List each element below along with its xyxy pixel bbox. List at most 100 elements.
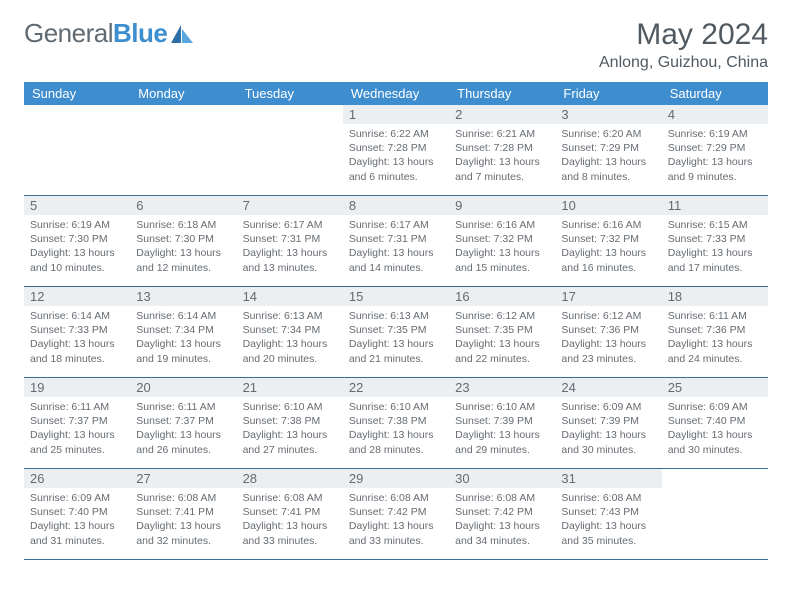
day-body: Sunrise: 6:09 AMSunset: 7:40 PMDaylight:…	[24, 488, 130, 554]
day-number: 21	[237, 378, 343, 397]
day-number: 12	[24, 287, 130, 306]
day-number: 3	[555, 105, 661, 124]
dow-cell: Tuesday	[237, 82, 343, 105]
day-body: Sunrise: 6:11 AMSunset: 7:36 PMDaylight:…	[662, 306, 768, 372]
day-cell: 20Sunrise: 6:11 AMSunset: 7:37 PMDayligh…	[130, 378, 236, 468]
day-number: 25	[662, 378, 768, 397]
day-number: 20	[130, 378, 236, 397]
day-number: 6	[130, 196, 236, 215]
day-body: Sunrise: 6:13 AMSunset: 7:35 PMDaylight:…	[343, 306, 449, 372]
day-cell: 26Sunrise: 6:09 AMSunset: 7:40 PMDayligh…	[24, 469, 130, 559]
day-cell: 10Sunrise: 6:16 AMSunset: 7:32 PMDayligh…	[555, 196, 661, 286]
day-cell: 12Sunrise: 6:14 AMSunset: 7:33 PMDayligh…	[24, 287, 130, 377]
brand-part1: General	[24, 18, 113, 48]
dow-cell: Wednesday	[343, 82, 449, 105]
day-number: 10	[555, 196, 661, 215]
day-number: 26	[24, 469, 130, 488]
day-body: Sunrise: 6:08 AMSunset: 7:42 PMDaylight:…	[449, 488, 555, 554]
day-number: 31	[555, 469, 661, 488]
day-cell	[237, 105, 343, 195]
dow-cell: Monday	[130, 82, 236, 105]
day-cell	[24, 105, 130, 195]
day-number: 15	[343, 287, 449, 306]
dow-cell: Sunday	[24, 82, 130, 105]
day-cell: 3Sunrise: 6:20 AMSunset: 7:29 PMDaylight…	[555, 105, 661, 195]
topbar: GeneralBlue May 2024 Anlong, Guizhou, Ch…	[24, 18, 768, 72]
day-cell: 24Sunrise: 6:09 AMSunset: 7:39 PMDayligh…	[555, 378, 661, 468]
day-number: 14	[237, 287, 343, 306]
day-body: Sunrise: 6:22 AMSunset: 7:28 PMDaylight:…	[343, 124, 449, 190]
day-body: Sunrise: 6:11 AMSunset: 7:37 PMDaylight:…	[24, 397, 130, 463]
day-cell: 30Sunrise: 6:08 AMSunset: 7:42 PMDayligh…	[449, 469, 555, 559]
day-body: Sunrise: 6:12 AMSunset: 7:35 PMDaylight:…	[449, 306, 555, 372]
day-body: Sunrise: 6:19 AMSunset: 7:30 PMDaylight:…	[24, 215, 130, 281]
day-cell: 17Sunrise: 6:12 AMSunset: 7:36 PMDayligh…	[555, 287, 661, 377]
day-cell: 13Sunrise: 6:14 AMSunset: 7:34 PMDayligh…	[130, 287, 236, 377]
day-cell: 15Sunrise: 6:13 AMSunset: 7:35 PMDayligh…	[343, 287, 449, 377]
day-number: 5	[24, 196, 130, 215]
day-number: 9	[449, 196, 555, 215]
day-number: 19	[24, 378, 130, 397]
day-cell: 6Sunrise: 6:18 AMSunset: 7:30 PMDaylight…	[130, 196, 236, 286]
day-number: 7	[237, 196, 343, 215]
day-cell: 21Sunrise: 6:10 AMSunset: 7:38 PMDayligh…	[237, 378, 343, 468]
calendar: SundayMondayTuesdayWednesdayThursdayFrid…	[24, 82, 768, 560]
day-body: Sunrise: 6:18 AMSunset: 7:30 PMDaylight:…	[130, 215, 236, 281]
day-cell: 7Sunrise: 6:17 AMSunset: 7:31 PMDaylight…	[237, 196, 343, 286]
day-cell: 19Sunrise: 6:11 AMSunset: 7:37 PMDayligh…	[24, 378, 130, 468]
day-body: Sunrise: 6:16 AMSunset: 7:32 PMDaylight:…	[449, 215, 555, 281]
brand-part2: Blue	[113, 18, 167, 48]
sail-icon	[171, 25, 193, 43]
day-body: Sunrise: 6:15 AMSunset: 7:33 PMDaylight:…	[662, 215, 768, 281]
day-body: Sunrise: 6:17 AMSunset: 7:31 PMDaylight:…	[237, 215, 343, 281]
day-body: Sunrise: 6:13 AMSunset: 7:34 PMDaylight:…	[237, 306, 343, 372]
day-number: 17	[555, 287, 661, 306]
day-number: 2	[449, 105, 555, 124]
day-body: Sunrise: 6:09 AMSunset: 7:40 PMDaylight:…	[662, 397, 768, 463]
week-row: 5Sunrise: 6:19 AMSunset: 7:30 PMDaylight…	[24, 196, 768, 287]
day-number: 27	[130, 469, 236, 488]
day-body: Sunrise: 6:10 AMSunset: 7:38 PMDaylight:…	[343, 397, 449, 463]
day-body: Sunrise: 6:14 AMSunset: 7:34 PMDaylight:…	[130, 306, 236, 372]
day-cell: 29Sunrise: 6:08 AMSunset: 7:42 PMDayligh…	[343, 469, 449, 559]
week-row: 26Sunrise: 6:09 AMSunset: 7:40 PMDayligh…	[24, 469, 768, 560]
day-body: Sunrise: 6:21 AMSunset: 7:28 PMDaylight:…	[449, 124, 555, 190]
brand-logo: GeneralBlue	[24, 18, 193, 49]
day-cell: 5Sunrise: 6:19 AMSunset: 7:30 PMDaylight…	[24, 196, 130, 286]
day-cell: 31Sunrise: 6:08 AMSunset: 7:43 PMDayligh…	[555, 469, 661, 559]
day-number: 30	[449, 469, 555, 488]
day-number: 29	[343, 469, 449, 488]
day-body: Sunrise: 6:20 AMSunset: 7:29 PMDaylight:…	[555, 124, 661, 190]
day-body: Sunrise: 6:12 AMSunset: 7:36 PMDaylight:…	[555, 306, 661, 372]
day-number: 22	[343, 378, 449, 397]
location: Anlong, Guizhou, China	[599, 54, 768, 72]
day-body: Sunrise: 6:19 AMSunset: 7:29 PMDaylight:…	[662, 124, 768, 190]
day-cell: 16Sunrise: 6:12 AMSunset: 7:35 PMDayligh…	[449, 287, 555, 377]
day-cell: 8Sunrise: 6:17 AMSunset: 7:31 PMDaylight…	[343, 196, 449, 286]
day-cell: 2Sunrise: 6:21 AMSunset: 7:28 PMDaylight…	[449, 105, 555, 195]
week-row: 1Sunrise: 6:22 AMSunset: 7:28 PMDaylight…	[24, 105, 768, 196]
week-row: 19Sunrise: 6:11 AMSunset: 7:37 PMDayligh…	[24, 378, 768, 469]
day-cell: 4Sunrise: 6:19 AMSunset: 7:29 PMDaylight…	[662, 105, 768, 195]
day-number: 13	[130, 287, 236, 306]
day-body: Sunrise: 6:08 AMSunset: 7:41 PMDaylight:…	[237, 488, 343, 554]
day-cell: 23Sunrise: 6:10 AMSunset: 7:39 PMDayligh…	[449, 378, 555, 468]
day-number: 11	[662, 196, 768, 215]
day-body: Sunrise: 6:09 AMSunset: 7:39 PMDaylight:…	[555, 397, 661, 463]
dow-cell: Friday	[555, 82, 661, 105]
day-cell: 28Sunrise: 6:08 AMSunset: 7:41 PMDayligh…	[237, 469, 343, 559]
day-number: 4	[662, 105, 768, 124]
weeks-container: 1Sunrise: 6:22 AMSunset: 7:28 PMDaylight…	[24, 105, 768, 560]
title-block: May 2024 Anlong, Guizhou, China	[599, 18, 768, 72]
day-number: 24	[555, 378, 661, 397]
day-cell	[662, 469, 768, 559]
day-body: Sunrise: 6:10 AMSunset: 7:38 PMDaylight:…	[237, 397, 343, 463]
day-cell: 11Sunrise: 6:15 AMSunset: 7:33 PMDayligh…	[662, 196, 768, 286]
dow-cell: Saturday	[662, 82, 768, 105]
day-number: 8	[343, 196, 449, 215]
day-body: Sunrise: 6:14 AMSunset: 7:33 PMDaylight:…	[24, 306, 130, 372]
day-number: 23	[449, 378, 555, 397]
day-cell: 14Sunrise: 6:13 AMSunset: 7:34 PMDayligh…	[237, 287, 343, 377]
brand-text: GeneralBlue	[24, 18, 167, 49]
day-body: Sunrise: 6:10 AMSunset: 7:39 PMDaylight:…	[449, 397, 555, 463]
